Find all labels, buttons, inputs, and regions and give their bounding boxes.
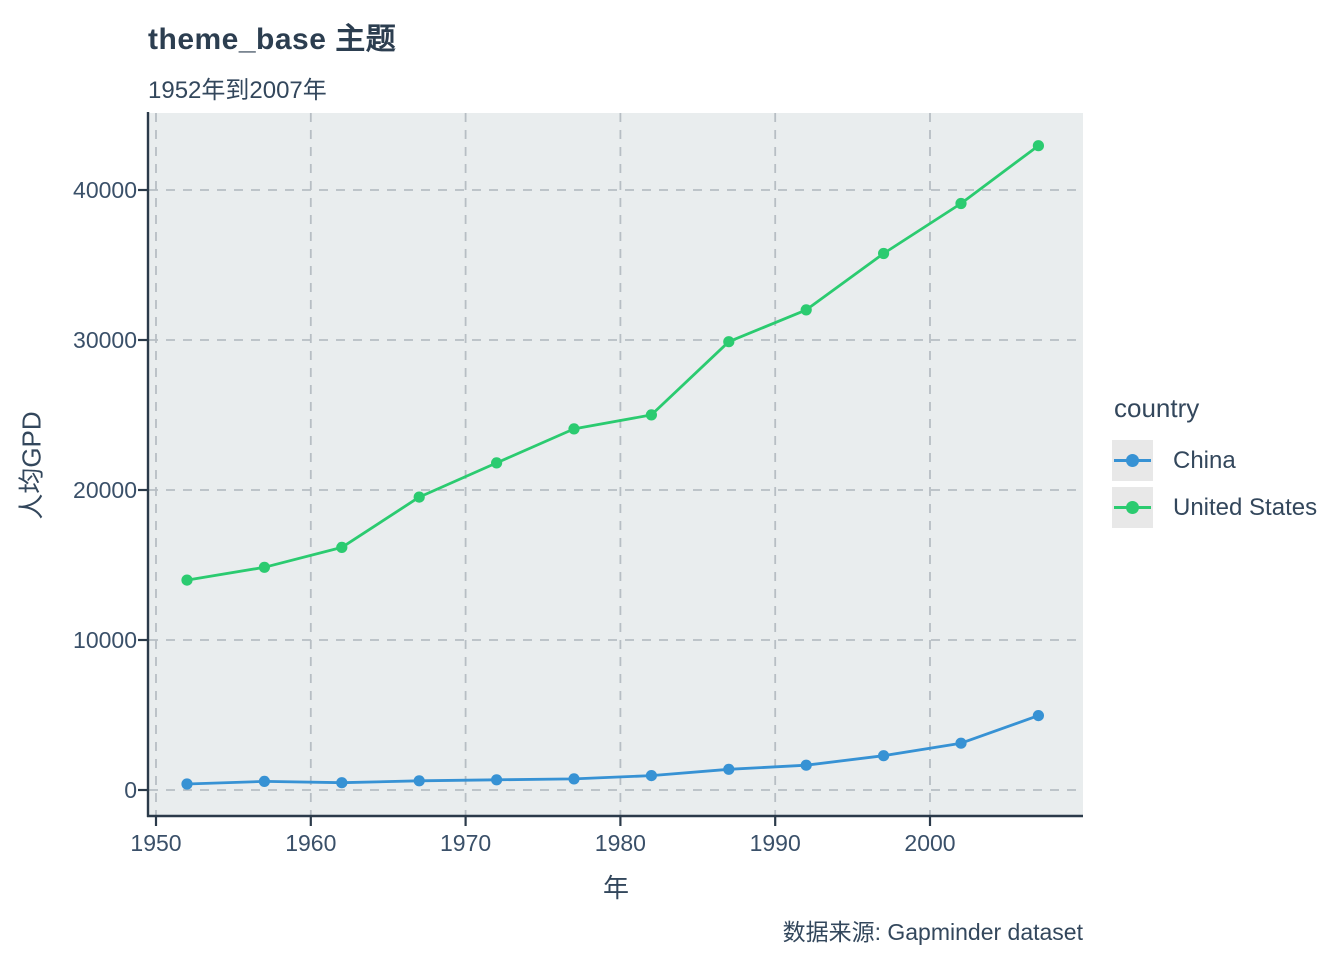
series-line-china (185, 714, 1040, 786)
data-point-china-1997 (878, 750, 890, 762)
data-point-united-states-1962 (336, 541, 348, 554)
data-point-china-1952 (181, 778, 193, 790)
chart-caption: 数据来源: Gapminder dataset (782, 919, 1083, 945)
legend-key-point-icon (1126, 454, 1139, 467)
data-point-united-states-2002 (955, 197, 967, 210)
y-tick-label-20000: 20000 (73, 477, 137, 503)
legend-item-united-states: United States (1112, 487, 1317, 528)
y-tick-label-40000: 40000 (73, 177, 137, 203)
chart-subtitle: 1952年到2007年 (148, 77, 327, 104)
data-point-china-2002 (955, 737, 967, 749)
data-point-united-states-1977 (568, 423, 580, 435)
legend-key-china (1112, 440, 1153, 481)
data-point-china-1992 (800, 759, 812, 771)
data-point-united-states-1997 (878, 247, 890, 260)
x-tick-label-1950: 1950 (130, 830, 182, 856)
chart-title: theme_base 主题 (148, 23, 397, 56)
x-tick-label-2000: 2000 (904, 830, 956, 856)
data-point-china-2007 (1032, 710, 1044, 722)
legend-label: United States (1173, 493, 1318, 521)
data-point-china-1957 (258, 775, 270, 788)
data-point-china-1982 (645, 770, 658, 782)
legend-label: China (1173, 446, 1236, 474)
y-tick-label-30000: 30000 (73, 327, 137, 353)
x-tick-label-1980: 1980 (594, 830, 646, 856)
legend-key-point-icon (1126, 501, 1139, 514)
data-point-china-1962 (336, 777, 348, 789)
x-tick-label-1990: 1990 (749, 830, 801, 856)
data-point-united-states-1987 (723, 336, 735, 348)
x-tick-label-1960: 1960 (285, 830, 337, 856)
x-tick-label-1970: 1970 (440, 830, 492, 856)
data-point-united-states-1957 (258, 561, 270, 573)
data-point-china-1967 (413, 775, 425, 787)
legend-item-china: China (1112, 440, 1317, 481)
data-point-united-states-1967 (413, 491, 425, 503)
data-point-united-states-1992 (800, 304, 812, 316)
data-point-united-states-2007 (1032, 140, 1044, 152)
data-point-united-states-1952 (181, 574, 193, 586)
plot-panel (149, 113, 1083, 817)
legend-key-united-states (1112, 487, 1153, 528)
data-point-china-1987 (723, 763, 735, 775)
y-tick-label-0: 0 (124, 777, 137, 803)
data-point-china-1972 (491, 774, 503, 786)
x-axis-title: 年 (602, 873, 629, 903)
y-axis-title: 人均GPD (16, 411, 47, 520)
legend: country China United States (1112, 392, 1317, 534)
series-line-united-states (185, 144, 1040, 582)
data-point-united-states-1972 (491, 457, 503, 469)
legend-title: country (1114, 393, 1200, 423)
data-point-united-states-1982 (645, 409, 658, 421)
y-tick-label-10000: 10000 (73, 627, 137, 653)
data-point-china-1977 (568, 773, 580, 785)
